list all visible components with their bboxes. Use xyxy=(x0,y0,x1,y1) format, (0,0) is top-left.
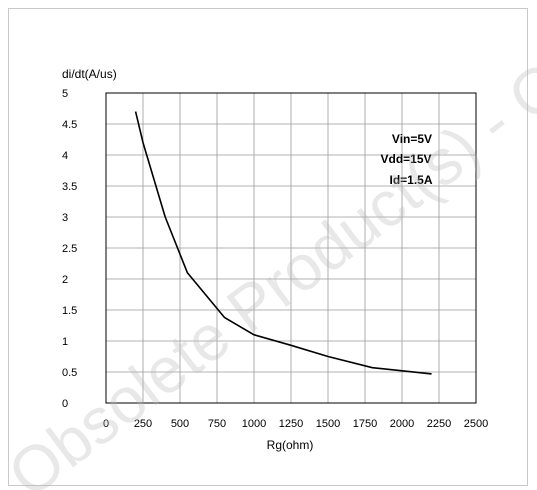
y-tick-label: 4.5 xyxy=(62,119,77,131)
y-tick-label: 5 xyxy=(62,88,68,100)
x-tick-label: 750 xyxy=(208,418,226,430)
y-tick-label: 3.5 xyxy=(62,181,77,193)
x-tick-label: 0 xyxy=(103,418,109,430)
plot-area-border xyxy=(105,92,477,404)
y-tick-label: 3 xyxy=(62,212,68,224)
x-tick-label: 1000 xyxy=(242,418,266,430)
x-tick-labels: 0 250 500 750 1000 1250 1500 1750 2000 2250 2500 xyxy=(103,418,488,430)
x-tick-label: 2250 xyxy=(427,418,451,430)
y-tick-label: 0.5 xyxy=(62,367,77,379)
annotation-vin: Vin=5V xyxy=(392,132,432,146)
y-tick-label: 1.5 xyxy=(62,305,77,317)
x-tick-label: 2500 xyxy=(464,418,488,430)
y-axis-title: di/dt(A/us) xyxy=(62,67,117,81)
y-tick-label: 2.5 xyxy=(62,243,77,255)
x-tick-label: 500 xyxy=(171,418,189,430)
series xyxy=(134,111,432,375)
series-line xyxy=(134,111,432,375)
x-axis-title: Rg(ohm) xyxy=(267,438,314,452)
x-tick-label: 250 xyxy=(134,418,152,430)
y-tick-label: 1 xyxy=(62,336,68,348)
x-tick-label: 1250 xyxy=(279,418,303,430)
y-tick-label: 2 xyxy=(62,274,68,286)
y-tick-label: 4 xyxy=(62,150,68,162)
x-tick-label: 1750 xyxy=(353,418,377,430)
x-tick-label: 2000 xyxy=(390,418,414,430)
chart-frame xyxy=(8,8,528,486)
y-tick-labels: 0 0.5 1 1.5 2 2.5 3 3.5 4 4.5 5 xyxy=(62,88,77,410)
annotation-id: Id=1.5A xyxy=(389,173,432,187)
annotation-vdd: Vdd=15V xyxy=(380,152,431,166)
x-tick-label: 1500 xyxy=(316,418,340,430)
y-tick-label: 0 xyxy=(62,398,68,410)
